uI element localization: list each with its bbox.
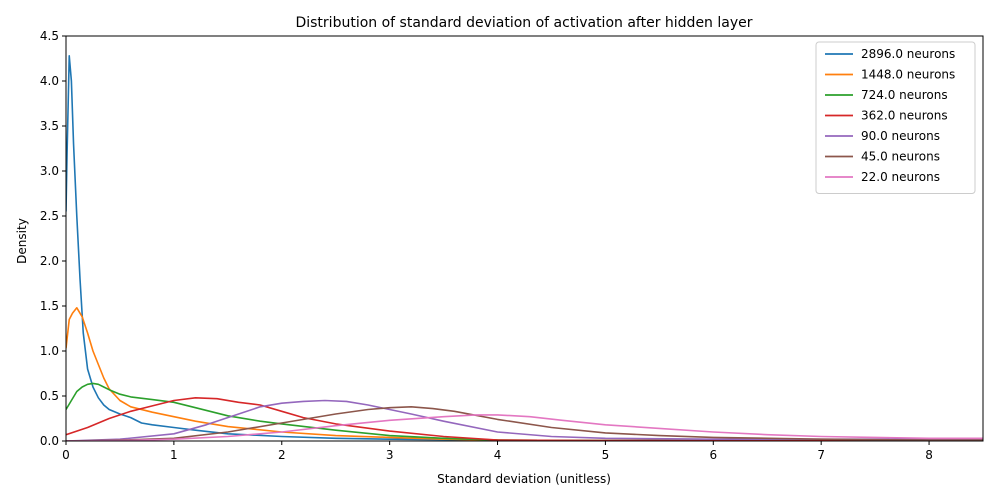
y-axis-label: Density (15, 218, 29, 264)
x-tick-label: 0 (62, 448, 70, 462)
legend-label-1: 1448.0 neurons (861, 68, 955, 82)
y-axis-ticks: 0.0 0.5 1.0 1.5 2.0 2.5 3.0 3.5 4.0 4.5 (40, 29, 66, 448)
legend-label-5: 45.0 neurons (861, 150, 940, 164)
legend-label-4: 90.0 neurons (861, 129, 940, 143)
x-tick-label: 2 (278, 448, 286, 462)
chart-title: Distribution of standard deviation of ac… (295, 15, 752, 31)
y-tick-label: 1.5 (40, 299, 59, 313)
y-tick-label: 4.0 (40, 74, 59, 88)
x-tick-label: 1 (170, 448, 178, 462)
plot-frame (65, 35, 984, 442)
y-tick-label: 0.0 (40, 434, 59, 448)
x-tick-label: 3 (386, 448, 394, 462)
y-tick-label: 0.5 (40, 389, 59, 403)
x-tick-label: 4 (494, 448, 502, 462)
x-tick-label: 5 (602, 448, 610, 462)
legend-label-2: 724.0 neurons (861, 88, 948, 102)
x-axis-ticks: 0 1 2 3 4 5 6 7 8 (62, 441, 933, 462)
y-tick-label: 3.0 (40, 164, 59, 178)
series-line-1 (66, 306, 983, 441)
legend-label-0: 2896.0 neurons (861, 47, 955, 61)
series-line-6 (66, 414, 983, 441)
x-axis-label: Standard deviation (unitless) (437, 472, 611, 486)
y-tick-label: 1.0 (40, 344, 59, 358)
y-tick-label: 2.5 (40, 209, 59, 223)
legend-label-6: 22.0 neurons (861, 170, 940, 184)
y-tick-label: 3.5 (40, 119, 59, 133)
series-layer (66, 54, 983, 441)
legend-label-3: 362.0 neurons (861, 109, 948, 123)
series-line-2 (66, 382, 983, 441)
series-line-4 (66, 399, 983, 441)
series-line-5 (66, 405, 983, 441)
y-tick-label: 2.0 (40, 254, 59, 268)
legend-box (815, 41, 976, 194)
legend: 2896.0 neurons 1448.0 neurons 724.0 neuron… (815, 41, 976, 194)
x-tick-label: 8 (925, 448, 933, 462)
y-tick-label: 4.5 (40, 29, 59, 43)
x-tick-label: 7 (817, 448, 825, 462)
x-tick-label: 6 (709, 448, 717, 462)
